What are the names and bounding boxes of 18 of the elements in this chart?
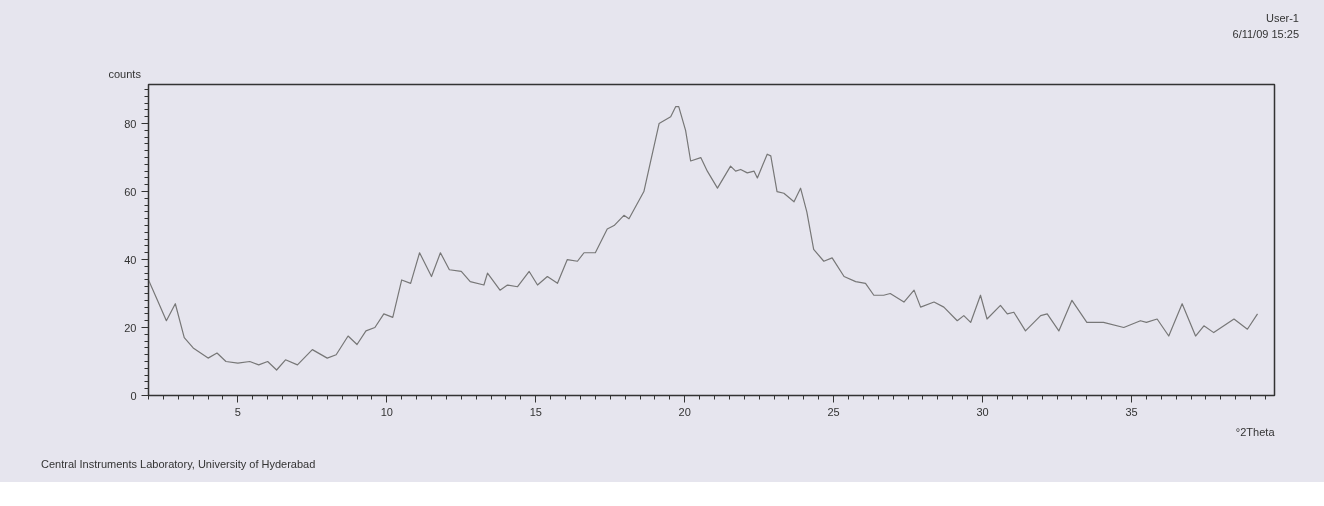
y-axis-title: counts [108, 67, 142, 80]
y-tick-label: 80 [124, 117, 137, 130]
text: User-1 [1265, 12, 1299, 24]
y-tick-label: 20 [124, 321, 137, 334]
y-tick-label: 40 [124, 253, 137, 266]
x-tick-label: 30 [976, 405, 989, 418]
y-tick-label: 60 [124, 185, 137, 198]
x-tick-label: 5 [234, 405, 241, 418]
x-tick-label: 25 [827, 405, 840, 418]
x-tick-label: 35 [1125, 405, 1138, 418]
x-tick-label: 15 [529, 405, 542, 418]
y-tick-label: 0 [130, 389, 137, 402]
x-tick-label: 20 [678, 405, 691, 418]
x-axis-title: °2Theta [1235, 425, 1276, 438]
text: 6/11/09 15:25 [1232, 27, 1299, 40]
line-series [148, 105, 1259, 371]
x-tick-label: 10 [380, 405, 393, 418]
text: Central Instruments Laboratory, University of Hyderabad [41, 457, 316, 472]
